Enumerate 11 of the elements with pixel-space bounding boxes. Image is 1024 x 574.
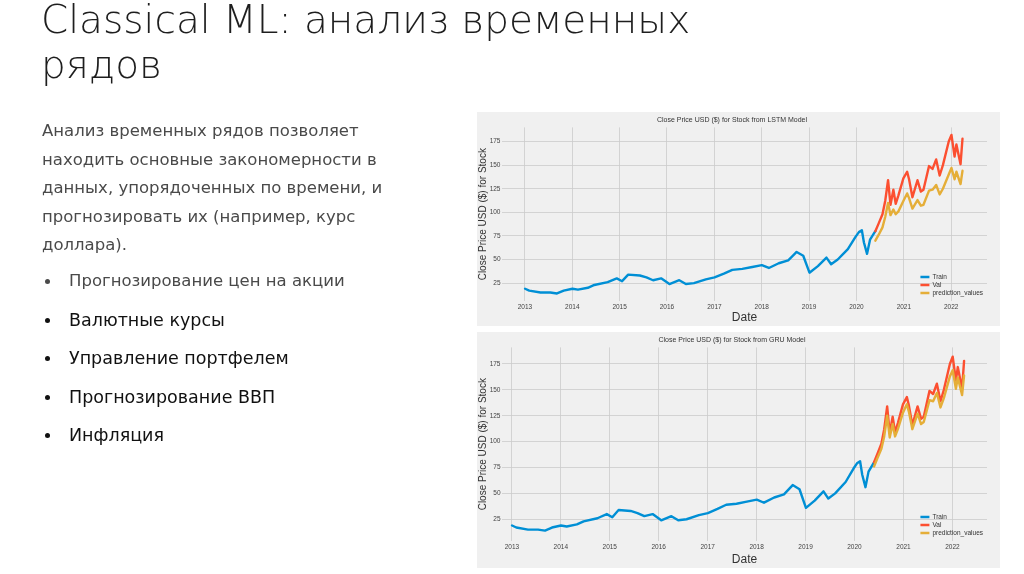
- text: Classical ML: анализ временных рядов: [41, 0, 692, 87]
- y-axis-title: Close Price USD ($) for Stock: [476, 377, 488, 511]
- x-axis-title: Date: [731, 552, 758, 567]
- text: Прогнозирование ВВП: [69, 386, 276, 407]
- text: Валютные курсы: [69, 309, 225, 330]
- text: Инфляция: [69, 425, 165, 445]
- text: Анализ временных рядов позволяет находить основные закономерности в данных, упорядоченных по времени, и прогнозировать их (например, курс доллара).: [42, 120, 384, 256]
- x-axis-title: Date: [731, 310, 758, 325]
- text: Управление портфелем: [69, 348, 289, 368]
- text: Прогнозирование цен на акции: [69, 271, 345, 290]
- y-axis-title: Close Price USD ($) for Stock: [476, 147, 488, 281]
